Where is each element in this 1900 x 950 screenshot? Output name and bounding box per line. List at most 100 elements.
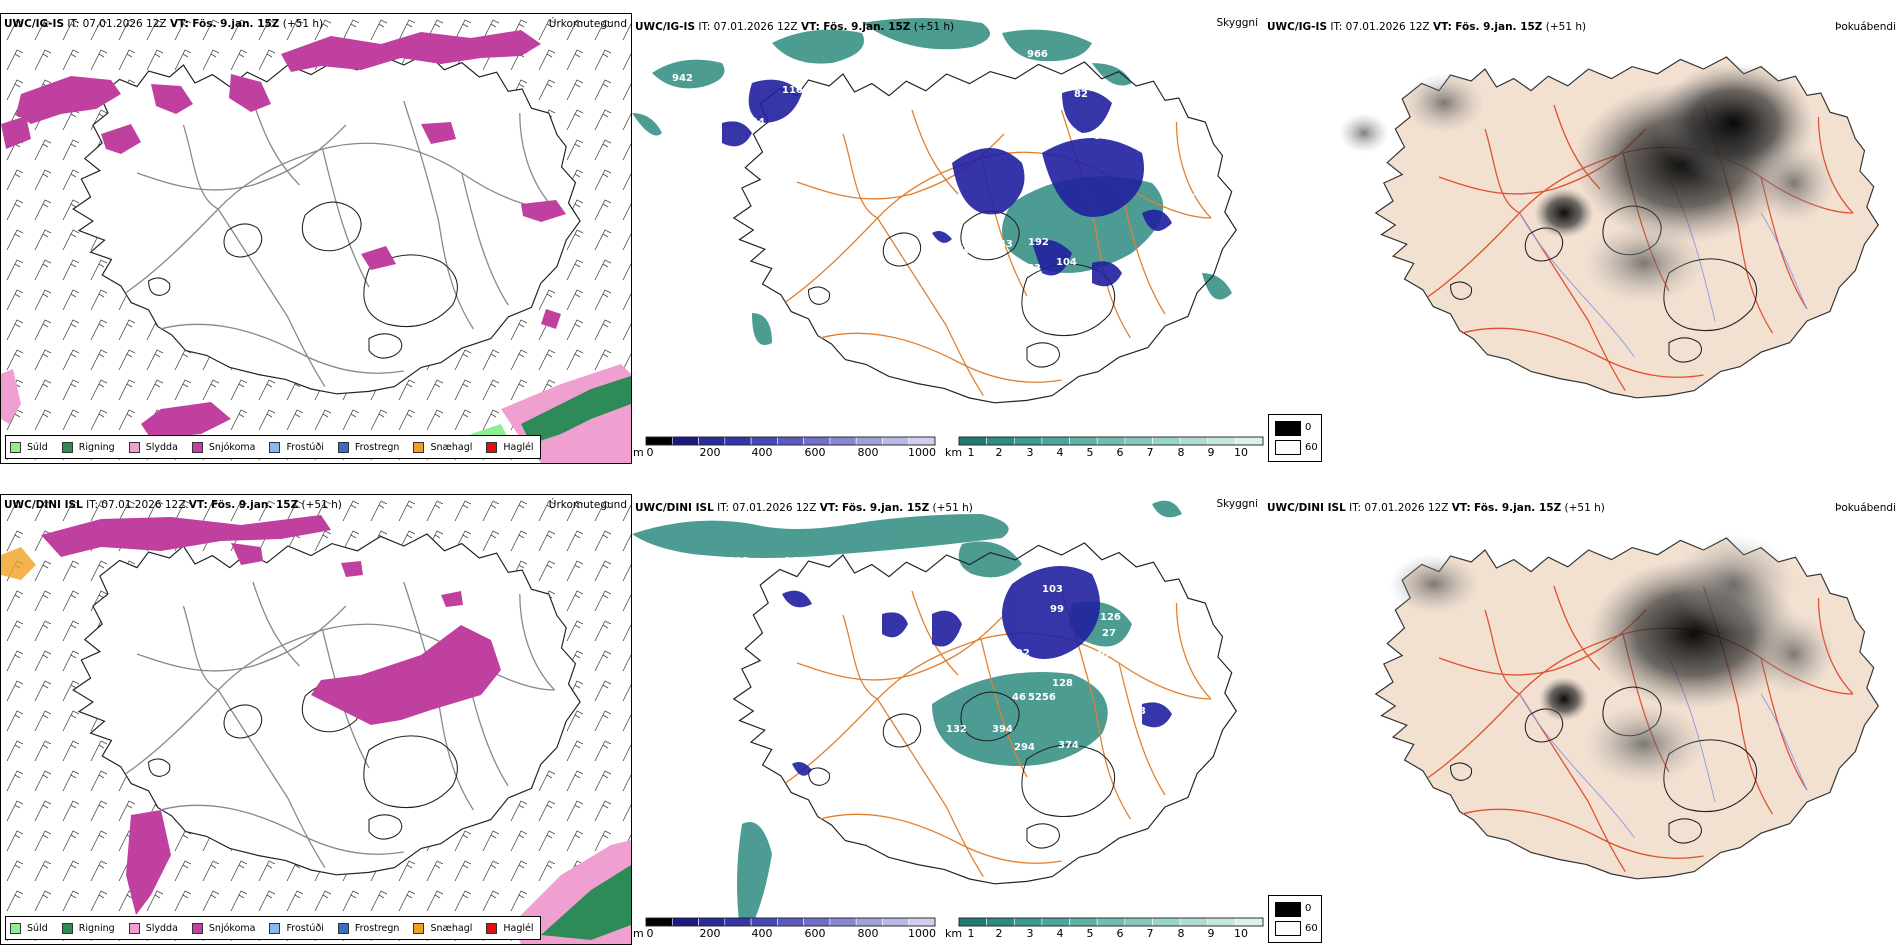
cbar-tick: 1 (967, 927, 975, 940)
vis-label: 116 (782, 85, 803, 96)
vis-label: 128 (1052, 678, 1073, 689)
panel-title: UWC/IG-IS IT: 07.01.2026 12Z VT: Fös. 9.… (4, 18, 324, 30)
legend-swatch (10, 441, 21, 453)
vis-label: 136 (778, 145, 799, 156)
cbar-tick: 4 (1056, 446, 1064, 459)
vis-label: 132 (946, 724, 967, 735)
legend-item: Haglél (486, 922, 534, 934)
legend-swatch (486, 441, 498, 453)
cbar-swatch (803, 917, 831, 927)
fog-legend-high-label: 0 (1305, 422, 1312, 433)
cbar-tick: 2 (995, 446, 1003, 459)
cbar-swatch (1152, 917, 1181, 927)
cbar-swatch (671, 436, 699, 446)
legend-swatch (337, 922, 349, 934)
vis-label: 103 (1042, 584, 1063, 595)
visibility-labels: 942 759 116 966 82 144 585 136 6145 243 … (672, 49, 1196, 346)
vis-label: 989 (837, 516, 858, 527)
legend-swatch (61, 922, 73, 934)
cbar-swatch (645, 917, 673, 927)
cbar-tick: 8 (1177, 927, 1185, 940)
cbar-swatch (1096, 436, 1126, 446)
legend-item: Súld (10, 922, 48, 934)
cbar-swatch (803, 436, 831, 446)
cbar-swatch (750, 436, 778, 446)
cbar-tick: 5 (1086, 446, 1094, 459)
vis-label: 104 (1056, 257, 1077, 268)
fog-panel-top: UWC/IG-IS IT: 07.01.2026 12Z VT: Fös. 9.… (1264, 13, 1900, 464)
cbar-tick: 3 (1026, 927, 1034, 940)
cbar-swatch (1179, 917, 1209, 927)
cbar-m-swatches (645, 436, 936, 446)
cbar-swatch (1207, 917, 1236, 927)
vis-label: 298 (728, 556, 749, 567)
cbar-km-top: km 1 2 3 4 5 6 7 8 9 10 (945, 436, 1265, 460)
cbar-swatch (698, 917, 726, 927)
cbar-unit: m (633, 446, 644, 459)
cbar-swatch (855, 436, 883, 446)
legend-item: Slydda (128, 441, 178, 453)
vis-label: 5256 (1028, 692, 1056, 703)
legend-item: Snjókoma (191, 441, 255, 453)
cbar-km-swatches (958, 917, 1264, 927)
fog-legend-low-swatch (1275, 921, 1301, 936)
vis-label: 144 (744, 117, 765, 128)
panel-name-precip: Úrkomutegund (548, 499, 627, 511)
vis-label: 95 (1112, 718, 1126, 729)
cbar-frame (645, 917, 936, 927)
panel-name-fog: Þokuábendi (1835, 502, 1896, 514)
fog-legend-low-swatch (1275, 440, 1301, 455)
panel-name-fog: Þokuábendi (1835, 21, 1896, 33)
cbar-swatch (1235, 436, 1264, 446)
fog-legend-low-label: 60 (1305, 923, 1318, 934)
visibility-labels: 989 298 14 103 99 126 27 500 940 1192 46… (728, 516, 1167, 827)
cbar-swatch (1179, 436, 1209, 446)
cbar-tick: 8 (1177, 446, 1185, 459)
legend-item: Frostregn (337, 441, 399, 453)
cbar-swatch (829, 917, 857, 927)
cbar-tick: 200 (699, 927, 721, 940)
cbar-tick: 800 (857, 446, 879, 459)
fog-legend-high-label: 0 (1305, 903, 1312, 914)
cbar-m-swatches (645, 917, 936, 927)
legend-item: Snæhagl (413, 441, 472, 453)
fog-panel-bottom: UWC/DINI ISL IT: 07.01.2026 12Z VT: Fös.… (1264, 494, 1900, 945)
cbar-swatch (1013, 917, 1043, 927)
cbar-tick: 4 (1056, 927, 1064, 940)
panel-title: UWC/DINI ISL IT: 07.01.2026 12Z VT: Fös.… (1267, 502, 1605, 514)
legend-item: Frostúði (269, 441, 324, 453)
legend-item: Frostúði (269, 922, 324, 934)
legend-item: Snjókoma (191, 922, 255, 934)
fog-map-top (1339, 56, 1879, 399)
cbar-frame (645, 436, 936, 446)
cbar-m-bottom: m 0 200 400 600 800 1000 (632, 917, 937, 941)
vis-label: 6145 (1168, 193, 1196, 204)
cbar-swatch (958, 436, 987, 446)
vis-label: 82 (1074, 89, 1088, 100)
cbar-tick: 800 (857, 927, 879, 940)
vis-label: 940 (1146, 636, 1167, 647)
cbar-frame (958, 917, 1264, 927)
vis-label: 14 (784, 556, 798, 567)
snow-areas (1, 30, 566, 439)
vis-label: 942 (672, 73, 693, 84)
legend-item: Snæhagl (413, 922, 472, 934)
cbar-frame (958, 436, 1264, 446)
vis-label: 394 (992, 724, 1013, 735)
legend-item: Rigning (61, 922, 115, 934)
cbar-tick: 2 (995, 927, 1003, 940)
cbar-tick: 9 (1207, 446, 1215, 459)
fog-map-bottom (1375, 534, 1879, 880)
fog-areas (1389, 534, 1834, 784)
fog-legend-low-label: 60 (1305, 442, 1318, 453)
cbar-tick: 5 (1086, 927, 1094, 940)
vis-label: 585 (1094, 131, 1115, 142)
panel-title: UWC/IG-IS IT: 07.01.2026 12Z VT: Fös. 9.… (635, 21, 955, 33)
cbar-tick: 7 (1146, 446, 1154, 459)
cbar-swatch (1124, 917, 1153, 927)
precip-legend: Súld Rigning Slydda Snjókoma Frostúði Fr… (5, 916, 541, 940)
fog-areas (1339, 63, 1834, 303)
vis-label: 966 (1027, 49, 1048, 60)
cbar-tick: 600 (804, 446, 826, 459)
fog-legend-high-swatch (1275, 902, 1301, 917)
